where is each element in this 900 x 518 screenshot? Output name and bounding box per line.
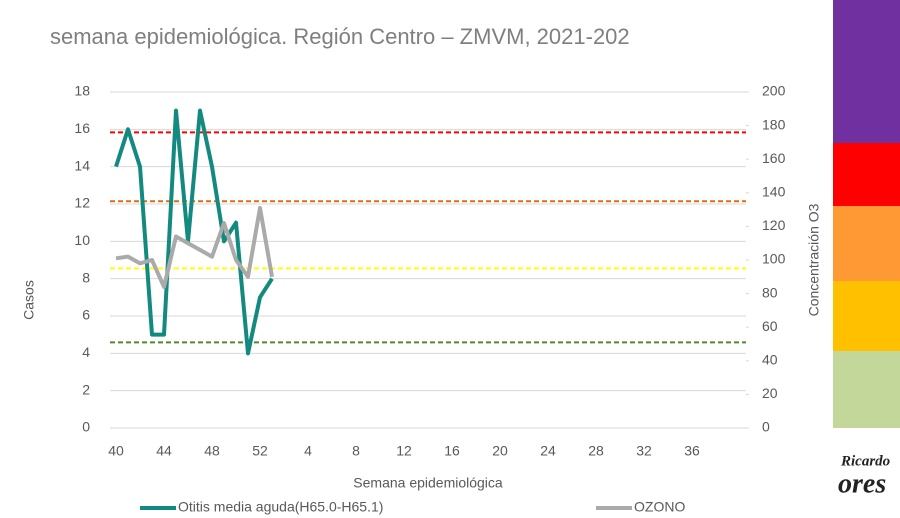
y2-tick-label: 180 [762, 116, 786, 132]
band-purple [833, 0, 900, 143]
x-tick-label: 52 [252, 443, 268, 459]
color-scale [833, 0, 900, 428]
legend-label: OZONO [634, 499, 685, 515]
y2-tick-label: 80 [762, 284, 778, 300]
chart-title: semana epidemiológica. Región Centro – Z… [50, 24, 630, 49]
y-tick-label: 10 [74, 232, 90, 248]
band-orange [833, 206, 900, 281]
x-tick-label: 4 [304, 443, 312, 459]
band-yellow [833, 281, 900, 351]
x-tick-label: 12 [396, 443, 412, 459]
x-tick-label: 16 [444, 443, 460, 459]
y2-tick-label: 60 [762, 318, 778, 334]
y-tick-label: 4 [82, 344, 90, 360]
y2-tick-label: 40 [762, 352, 778, 368]
y-tick-label: 16 [74, 120, 90, 136]
y2-tick-label: 20 [762, 385, 778, 401]
y-axis-label: Casos [21, 280, 37, 320]
y-tick-label: 6 [82, 307, 90, 323]
y2-tick-label: 200 [762, 83, 786, 99]
logo-text: ores [838, 468, 886, 499]
y-tick-label: 2 [82, 381, 90, 397]
y2-tick-label: 100 [762, 251, 786, 267]
legend-label: Otitis media aguda(H65.0-H65.1) [178, 499, 383, 515]
x-tick-label: 20 [492, 443, 508, 459]
x-tick-label: 32 [636, 443, 652, 459]
y2-axis-label: Concentración O3 [806, 203, 822, 316]
x-axis-label: Semana epidemiológica [353, 475, 503, 491]
y2-tick-label: 0 [762, 419, 770, 435]
x-tick-label: 36 [684, 443, 700, 459]
x-tick-label: 40 [108, 443, 124, 459]
y2-tick-label: 160 [762, 150, 786, 166]
band-red [833, 143, 900, 206]
y-tick-label: 0 [82, 419, 90, 435]
x-tick-label: 44 [156, 443, 172, 459]
y2-tick-label: 120 [762, 217, 786, 233]
y-tick-label: 14 [74, 157, 90, 173]
y-tick-label: 18 [74, 83, 90, 99]
y-tick-label: 12 [74, 195, 90, 211]
y-tick-label: 8 [82, 269, 90, 285]
x-tick-label: 48 [204, 443, 220, 459]
series-line [115, 205, 274, 289]
logo-text: Ricardo [840, 453, 890, 469]
x-tick-label: 28 [588, 443, 604, 459]
x-tick-label: 8 [352, 443, 360, 459]
y2-tick-label: 140 [762, 184, 786, 200]
series-line [114, 108, 274, 356]
x-tick-label: 24 [540, 443, 556, 459]
band-green [833, 351, 900, 428]
